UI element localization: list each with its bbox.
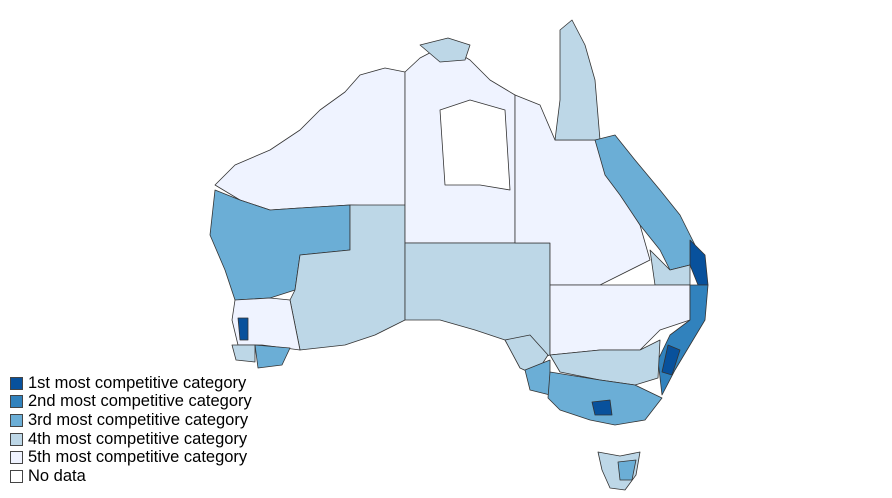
region-vic <box>547 371 663 426</box>
region-qld-cape <box>554 19 601 141</box>
region-vic-melbourne <box>591 399 613 416</box>
legend-label: 5th most competitive category <box>28 448 248 467</box>
region-tas-south <box>617 459 637 481</box>
legend-label: No data <box>28 466 86 485</box>
legend-swatch <box>10 432 23 446</box>
legend-item-1st: 1st most competitive category <box>10 374 252 393</box>
legend-label: 3rd most competitive category <box>28 410 249 429</box>
legend-label: 2nd most competitive category <box>28 392 252 411</box>
region-nsw-south <box>549 339 661 386</box>
region-nt-central <box>439 99 511 191</box>
region-qld-interior <box>514 94 651 286</box>
legend-item-4th: 4th most competitive category <box>10 430 252 449</box>
region-wa-albany <box>254 344 291 369</box>
legend-swatch <box>10 413 23 427</box>
legend-swatch <box>10 395 23 409</box>
legend-item-5th: 5th most competitive category <box>10 448 252 467</box>
region-wa-perth <box>237 317 249 341</box>
region-nt-top <box>419 37 471 63</box>
legend-swatch <box>10 451 23 465</box>
legend-label: 4th most competitive category <box>28 429 248 448</box>
legend-swatch <box>10 376 23 390</box>
legend-label: 1st most competitive category <box>28 373 247 392</box>
legend: 1st most competitive category 2nd most c… <box>10 374 252 486</box>
region-wa-north <box>214 67 406 211</box>
legend-item-no-data: No data <box>10 467 252 486</box>
legend-item-2nd: 2nd most competitive category <box>10 392 252 412</box>
legend-swatch <box>10 469 23 483</box>
region-qld-southeast <box>689 239 709 286</box>
region-qld-darling <box>649 249 691 286</box>
region-nsw-sydney <box>661 344 681 376</box>
legend-item-3rd: 3rd most competitive category <box>10 411 252 430</box>
region-wa-south-coast <box>231 344 256 363</box>
